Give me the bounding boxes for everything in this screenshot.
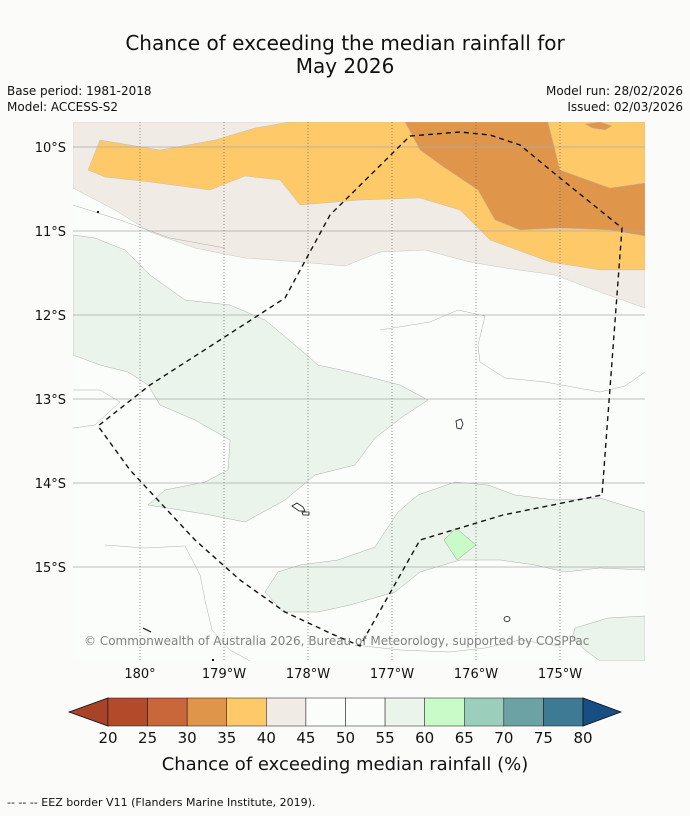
colorbar-tick-45: 45	[296, 729, 315, 747]
colorbar-bin-45-50	[305, 697, 346, 727]
colorbar-extend-high	[582, 697, 623, 727]
contour-line-3	[73, 389, 121, 429]
island-2	[291, 502, 306, 512]
colorbar-bin-65-70	[464, 697, 505, 727]
colorbar-tick-25: 25	[138, 729, 157, 747]
colorbar-bin-30-35	[186, 697, 228, 727]
colorbar-tick-35: 35	[217, 729, 236, 747]
lon-label-178w: 178°W	[286, 667, 330, 682]
meta-left: Base period: 1981-2018 Model: ACCESS-S2	[7, 83, 152, 115]
colorbar-tick-65: 65	[455, 729, 474, 747]
chart-title-line1: Chance of exceeding the median rainfall …	[125, 31, 565, 55]
colorbar-bin-40-45	[266, 697, 307, 727]
colorbar-tick-50: 50	[336, 729, 355, 747]
island-6	[97, 211, 99, 213]
colorbar-tick-75: 75	[534, 729, 553, 747]
colorbar-extend-low	[67, 697, 109, 727]
island-1	[455, 418, 464, 430]
colorbar-tick-70: 70	[494, 729, 513, 747]
base-period: Base period: 1981-2018	[7, 84, 152, 98]
lon-labels: 180° 179°W 178°W 177°W 176°W 175°W	[124, 667, 582, 682]
colorbar-tick-40: 40	[257, 729, 276, 747]
colorbar-ticks: 20 25 30 35 40 45 50 55 60 65 70 75 80	[98, 729, 592, 747]
colorbar-bin-55-60	[384, 697, 425, 727]
colorbar-bin-20-25	[107, 697, 148, 727]
lon-label-179w: 179°W	[202, 667, 246, 682]
map-area: © Commonwealth of Australia 2026, Bureau…	[73, 122, 645, 661]
lon-label-180: 180°	[124, 667, 155, 682]
lon-label-176w: 176°W	[454, 667, 498, 682]
colorbar-tick-55: 55	[376, 729, 395, 747]
island-4	[503, 616, 511, 622]
colorbar-tick-60: 60	[415, 729, 434, 747]
contour-line-5	[354, 639, 561, 653]
colorbar-tick-20: 20	[98, 729, 117, 747]
lat-gridlines	[73, 146, 645, 568]
model-run: Model run: 28/02/2026	[545, 84, 683, 98]
eez-footer-note: -- -- -- EEZ border V11 (Flanders Marine…	[7, 796, 316, 809]
meta-right: Model run: 28/02/2026 Issued: 02/03/2026	[546, 83, 683, 115]
region-30-35-small	[584, 122, 613, 131]
lat-label-12s: 12°S	[35, 309, 66, 324]
contour-line-4	[104, 544, 251, 661]
region-30-35	[404, 122, 645, 237]
eez-border	[97, 131, 623, 647]
island-5	[142, 627, 152, 633]
copyright-text: © Commonwealth of Australia 2026, Bureau…	[84, 634, 589, 648]
issued-date: Issued: 02/03/2026	[567, 100, 683, 114]
lon-label-175w: 175°W	[538, 667, 582, 682]
lat-label-15s: 15°S	[35, 561, 66, 576]
lat-label-14s: 14°S	[35, 477, 66, 492]
colorbar-bin-60-65	[424, 697, 465, 727]
island-3	[301, 511, 310, 516]
colorbar-bin-75-80	[543, 697, 584, 727]
contour-line-2	[379, 309, 645, 393]
colorbar	[67, 697, 623, 727]
region-55-60-west	[73, 234, 429, 523]
colorbar-tick-30: 30	[178, 729, 197, 747]
colorbar-bin-25-30	[147, 697, 188, 727]
colorbar-tick-80: 80	[573, 729, 592, 747]
contour-line-1	[73, 204, 226, 249]
region-55-60-corner	[571, 615, 645, 661]
chart-title-line2: May 2026	[295, 54, 395, 78]
lat-label-10s: 10°S	[35, 141, 66, 156]
model-name: Model: ACCESS-S2	[7, 100, 119, 114]
colorbar-label: Chance of exceeding median rainfall (%)	[162, 754, 529, 775]
colorbar-bin-35-40	[226, 697, 267, 727]
colorbar-bin-50-55	[345, 697, 386, 727]
island-7	[212, 659, 214, 661]
lat-label-13s: 13°S	[35, 393, 66, 408]
lon-label-177w: 177°W	[370, 667, 414, 682]
lat-labels: 10°S 11°S 12°S 13°S 14°S 15°S	[35, 141, 66, 576]
lat-label-11s: 11°S	[35, 225, 66, 240]
colorbar-bin-70-75	[503, 697, 544, 727]
